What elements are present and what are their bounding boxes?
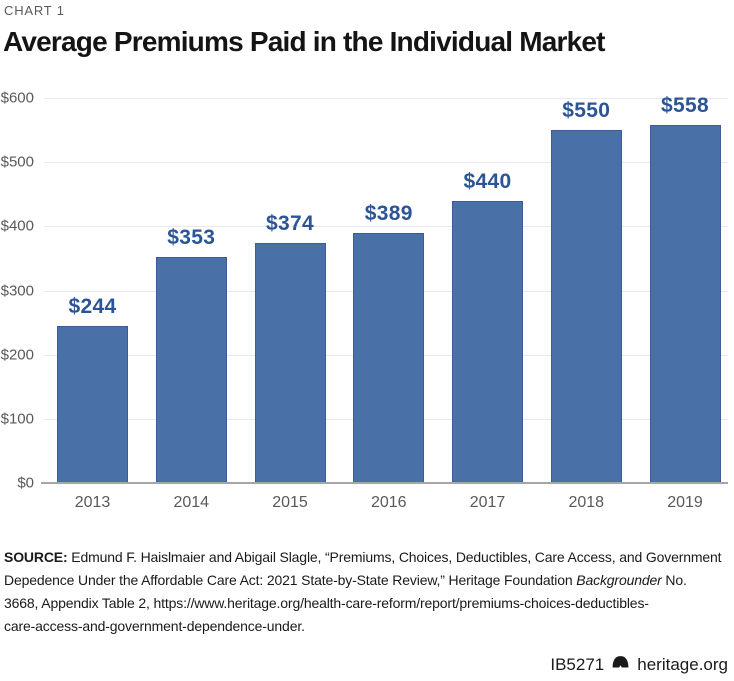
source-url: care-access-and-government-dependence-un… [4,618,305,634]
y-tick-label: $300 [0,282,34,299]
footer-site: heritage.org [637,654,728,674]
chart-kicker: CHART 1 [4,3,65,18]
bar-2019 [649,124,721,483]
y-tick-label: $400 [0,217,34,235]
document-id: IB5271 [550,654,605,674]
gridline [44,162,728,164]
source-line-4: care-access-and-government-dependence-un… [4,615,721,638]
y-tick-label: $0 [17,474,34,492]
bar-2014 [155,256,227,483]
bar-2018 [550,130,622,483]
x-tick-label: 2017 [469,494,506,511]
source-line-1: SOURCE: Edmund F. Haislmaier and Abigail… [4,546,722,569]
source-publication: Backgrounder [576,572,662,588]
bar-value-label: $244 [68,295,117,319]
source-line-3: 3668, Appendix Table 2, https://www.heri… [4,592,721,615]
gridline [44,98,728,99]
bar-value-label: $550 [562,99,611,123]
x-axis-baseline [41,482,728,484]
y-tick-label: $100 [0,410,34,428]
bar-2015 [254,243,326,483]
bar-value-label: $558 [661,93,709,117]
x-tick-label: 2016 [370,494,407,511]
gridline [44,226,728,228]
x-tick-label: 2015 [272,494,308,511]
bar-2016 [353,233,425,483]
bar-value-label: $374 [266,212,314,236]
y-tick-label: $200 [0,346,34,364]
page-title: Average Premiums Paid in the Individual … [3,26,606,57]
bar-value-label: $353 [167,225,216,249]
plot-area: $244 2013 $353 2014 $374 2015 $389 2016 $440 2017… [41,94,728,511]
bar-2017 [452,200,523,483]
liberty-bell-icon [611,654,630,675]
source-label: SOURCE: [4,549,68,565]
y-tick-label: $500 [0,153,34,171]
x-tick-label: 2014 [173,494,210,511]
source-text: Edmund F. Haislmaier and Abigail Slagle,… [67,549,722,565]
source-note: SOURCE: Edmund F. Haislmaier and Abigail… [4,546,722,638]
y-axis: $0 $100 $200 $300 $400 $500 $600 [0,90,40,492]
source-text: Depedence Under the Affordable Care Act:… [4,572,577,588]
source-line-2: Depedence Under the Affordable Care Act:… [4,569,721,592]
source-url: 3668, Appendix Table 2, https://www.heri… [4,595,649,611]
x-tick-label: 2018 [568,494,605,511]
bar-value-label: $389 [364,202,413,226]
x-tick-label: 2013 [74,494,111,511]
source-text: No. [661,572,687,588]
bar-value-label: $440 [463,169,512,193]
x-tick-label: 2019 [667,494,703,511]
y-tick-label: $600 [0,89,34,107]
bar-2013 [57,326,128,483]
footer: IB5271 heritage.org [550,654,728,675]
